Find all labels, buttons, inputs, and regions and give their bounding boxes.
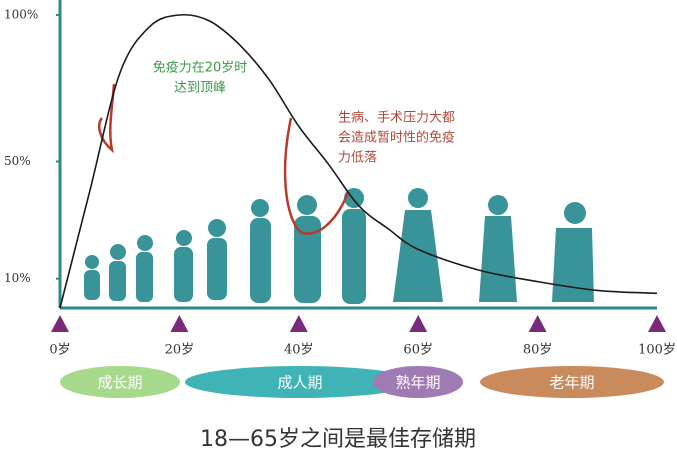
y-tick-label: 100% — [4, 8, 38, 22]
phase-band — [60, 366, 180, 398]
x-tick-marker — [528, 315, 547, 332]
x-tick-marker — [51, 315, 69, 332]
immunity-curve — [59, 13, 658, 309]
y-tick-label: 50% — [4, 154, 31, 168]
phase-band — [373, 366, 463, 398]
annotation: 达到顶峰 — [174, 81, 226, 96]
annotation: 会造成暂时性的免疫 — [338, 130, 455, 146]
x-tick-label: 60岁 — [403, 343, 433, 358]
dip-marks — [98, 83, 350, 235]
x-tick-label: 0岁 — [49, 343, 70, 358]
phase-label: 老年期 — [549, 374, 594, 392]
annotation: 免疫力在20岁时 — [153, 60, 248, 76]
phase-band — [185, 366, 415, 398]
x-tick-label: 20岁 — [165, 343, 195, 358]
annotation: 力低落 — [338, 151, 377, 166]
footer-title: 18—65岁之间是最佳存储期 — [200, 427, 476, 452]
phase-band — [480, 366, 664, 398]
x-tick-marker — [409, 315, 428, 332]
x-tick-marker — [289, 315, 308, 332]
x-tick-marker — [170, 315, 189, 332]
annotation: 生病、手术压力大都 — [338, 111, 455, 126]
phase-label: 成长期 — [97, 374, 142, 392]
silhouettes — [84, 188, 594, 304]
y-tick-label: 10% — [4, 271, 31, 285]
x-tick-label: 80岁 — [523, 343, 553, 358]
x-tick-label: 100岁 — [638, 343, 676, 358]
phase-label: 成人期 — [277, 374, 322, 392]
phase-label: 熟年期 — [395, 374, 440, 392]
x-tick-marker — [648, 315, 666, 332]
x-tick-label: 40岁 — [284, 343, 314, 358]
